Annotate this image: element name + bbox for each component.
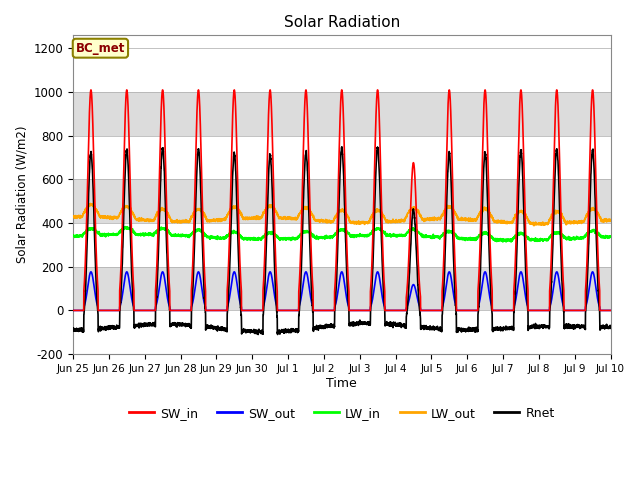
Rnet — [463, 327, 470, 333]
SW_in — [87, 87, 95, 93]
SW_out — [607, 308, 614, 313]
Line: SW_out: SW_out — [73, 272, 611, 311]
Line: LW_in: LW_in — [73, 227, 611, 242]
LW_out — [493, 218, 500, 224]
LW_in — [166, 230, 173, 236]
LW_in — [322, 234, 330, 240]
SW_out — [493, 308, 500, 313]
SW_out — [433, 308, 440, 313]
SW_in — [69, 308, 77, 313]
LW_out — [87, 201, 95, 206]
SW_out — [69, 308, 77, 313]
SW_out — [462, 308, 470, 313]
Text: BC_met: BC_met — [76, 42, 125, 55]
LW_out — [607, 218, 614, 224]
LW_out — [433, 216, 440, 221]
Legend: SW_in, SW_out, LW_in, LW_out, Rnet: SW_in, SW_out, LW_in, LW_out, Rnet — [124, 402, 560, 425]
SW_in — [433, 308, 440, 313]
LW_out — [462, 217, 470, 223]
SW_in — [607, 308, 614, 313]
LW_out — [606, 218, 614, 224]
Bar — [73, 223, 611, 267]
LW_in — [607, 234, 614, 240]
Rnet — [322, 325, 330, 331]
LW_out — [530, 223, 538, 228]
SW_out — [322, 308, 330, 313]
Rnet — [607, 324, 614, 330]
Rnet — [274, 332, 282, 337]
SW_out — [606, 308, 614, 313]
LW_out — [69, 214, 77, 220]
X-axis label: Time: Time — [326, 377, 357, 390]
LW_out — [166, 216, 173, 221]
LW_in — [69, 233, 77, 239]
LW_in — [462, 236, 470, 241]
Line: SW_in: SW_in — [73, 90, 611, 311]
LW_out — [322, 216, 330, 222]
Y-axis label: Solar Radiation (W/m2): Solar Radiation (W/m2) — [15, 126, 28, 264]
LW_in — [499, 239, 507, 245]
Rnet — [69, 326, 77, 332]
LW_in — [433, 235, 440, 240]
Rnet — [166, 307, 173, 312]
Bar — [73, 311, 611, 354]
Rnet — [338, 144, 346, 150]
SW_in — [606, 308, 614, 313]
Bar — [73, 267, 611, 311]
Bar — [73, 136, 611, 180]
SW_out — [87, 269, 95, 275]
Bar — [73, 180, 611, 223]
SW_in — [462, 308, 470, 313]
Rnet — [493, 326, 500, 332]
Bar — [73, 48, 611, 92]
LW_in — [122, 224, 129, 229]
LW_in — [493, 237, 500, 242]
Rnet — [433, 325, 440, 331]
Bar — [73, 92, 611, 136]
Rnet — [606, 323, 614, 328]
SW_in — [493, 308, 500, 313]
Title: Solar Radiation: Solar Radiation — [284, 15, 400, 30]
LW_in — [606, 233, 614, 239]
Line: Rnet: Rnet — [73, 147, 611, 335]
SW_in — [166, 288, 173, 294]
SW_in — [322, 308, 330, 313]
SW_out — [166, 304, 173, 310]
Line: LW_out: LW_out — [73, 204, 611, 226]
